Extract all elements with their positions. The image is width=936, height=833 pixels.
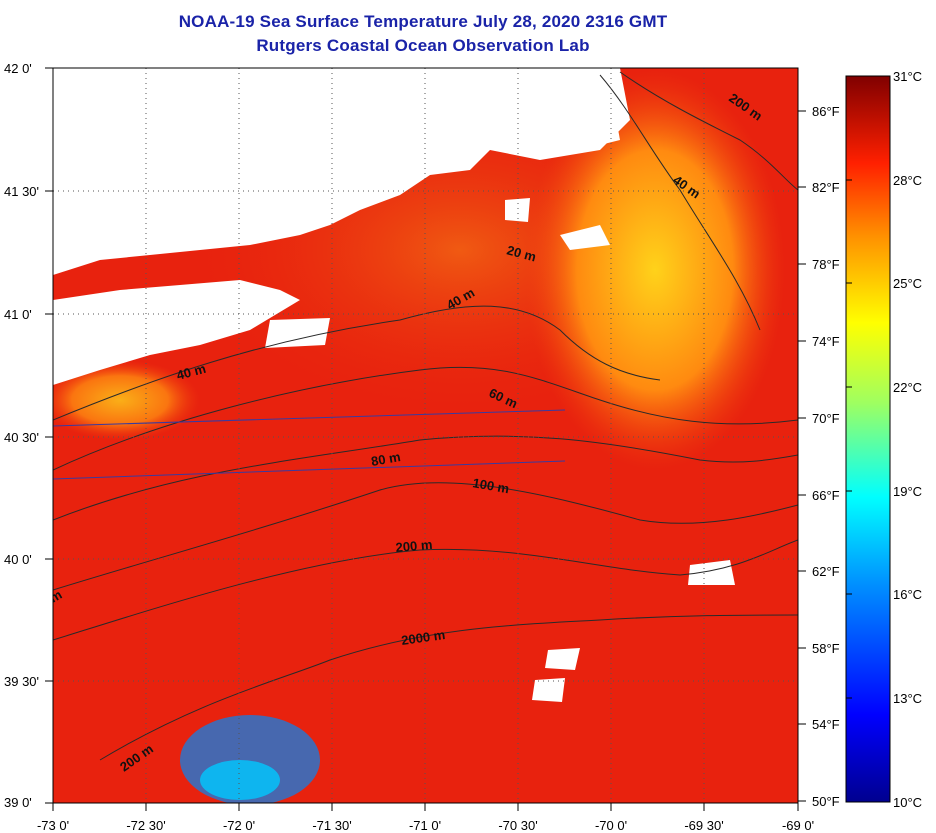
lat-tick-label: 40 0' (4, 552, 32, 567)
lat-tick-label: 40 30' (4, 430, 40, 445)
celsius-label: 25°C (893, 276, 923, 291)
fahrenheit-label: 82°F (812, 180, 840, 195)
new-england-coast-land (53, 68, 630, 275)
track-line (53, 460, 566, 480)
nantucket-land (560, 225, 610, 250)
cold-patch-core (200, 760, 280, 800)
graticule (53, 68, 798, 803)
long-island-land (53, 280, 300, 385)
cape-cod-land (510, 80, 620, 150)
lat-tick-label: 41 0' (4, 307, 32, 322)
isobath-label: 80 m (370, 449, 402, 469)
lon-tick-label: -70 0' (594, 818, 628, 833)
celsius-label: 31°C (893, 69, 923, 84)
marthas-vineyard-land (505, 198, 530, 222)
lon-tick-label: -72 30' (126, 818, 166, 833)
isobath-label: 200 m (395, 537, 433, 555)
lon-tick-label: -71 30' (312, 818, 352, 833)
lat-tick-label: 42 0' (4, 61, 32, 76)
fahrenheit-label: 62°F (812, 564, 840, 579)
celsius-label: 10°C (893, 795, 923, 810)
isobath-label: 2000 m (400, 627, 446, 648)
lon-tick-label: -70 30' (498, 818, 538, 833)
fahrenheit-label: 66°F (812, 488, 840, 503)
fahrenheit-label: 78°F (812, 257, 840, 272)
fahrenheit-label: 58°F (812, 641, 840, 656)
lon-tick-label: -69 30' (684, 818, 724, 833)
celsius-label: 16°C (893, 587, 923, 602)
lat-tick-label: 39 0' (4, 795, 32, 810)
celsius-label: 28°C (893, 173, 923, 188)
fahrenheit-label: 70°F (812, 411, 840, 426)
fahrenheit-label: 86°F (812, 104, 840, 119)
lon-tick-label: -72 0' (222, 818, 256, 833)
isobath-label: 40 m (175, 361, 208, 383)
lat-tick-label: 39 30' (4, 674, 40, 689)
celsius-label: 22°C (893, 380, 923, 395)
isobath-label: 20 m (505, 242, 538, 264)
fahrenheit-label: 54°F (812, 717, 840, 732)
isobath-lines (53, 71, 798, 761)
isobath-label: 100 m (471, 475, 510, 496)
lon-tick-label: -71 0' (408, 818, 442, 833)
nearshore-cool-water (53, 360, 200, 440)
fahrenheit-label: 50°F (812, 794, 840, 809)
cloud-patch (532, 678, 565, 702)
chart-title: NOAA-19 Sea Surface Temperature July 28,… (178, 12, 668, 31)
lon-tick-label: -69 0' (781, 818, 815, 833)
isobath-label: m (47, 587, 65, 606)
shoals-cool-water (525, 70, 785, 470)
chart-subtitle: Rutgers Coastal Ocean Observation Lab (256, 36, 590, 55)
tick-marks (45, 67, 806, 811)
cloud-patch (688, 560, 735, 585)
cloud-patch (545, 648, 580, 670)
lon-tick-label: -73 0' (36, 818, 70, 833)
celsius-label: 13°C (893, 691, 923, 706)
lat-tick-label: 41 30' (4, 184, 40, 199)
cloud-patch (265, 318, 330, 348)
fahrenheit-label: 74°F (812, 334, 840, 349)
track-line (53, 409, 566, 427)
celsius-label: 19°C (893, 484, 923, 499)
colorbar (845, 75, 891, 803)
colorbar-ticks (846, 179, 852, 699)
